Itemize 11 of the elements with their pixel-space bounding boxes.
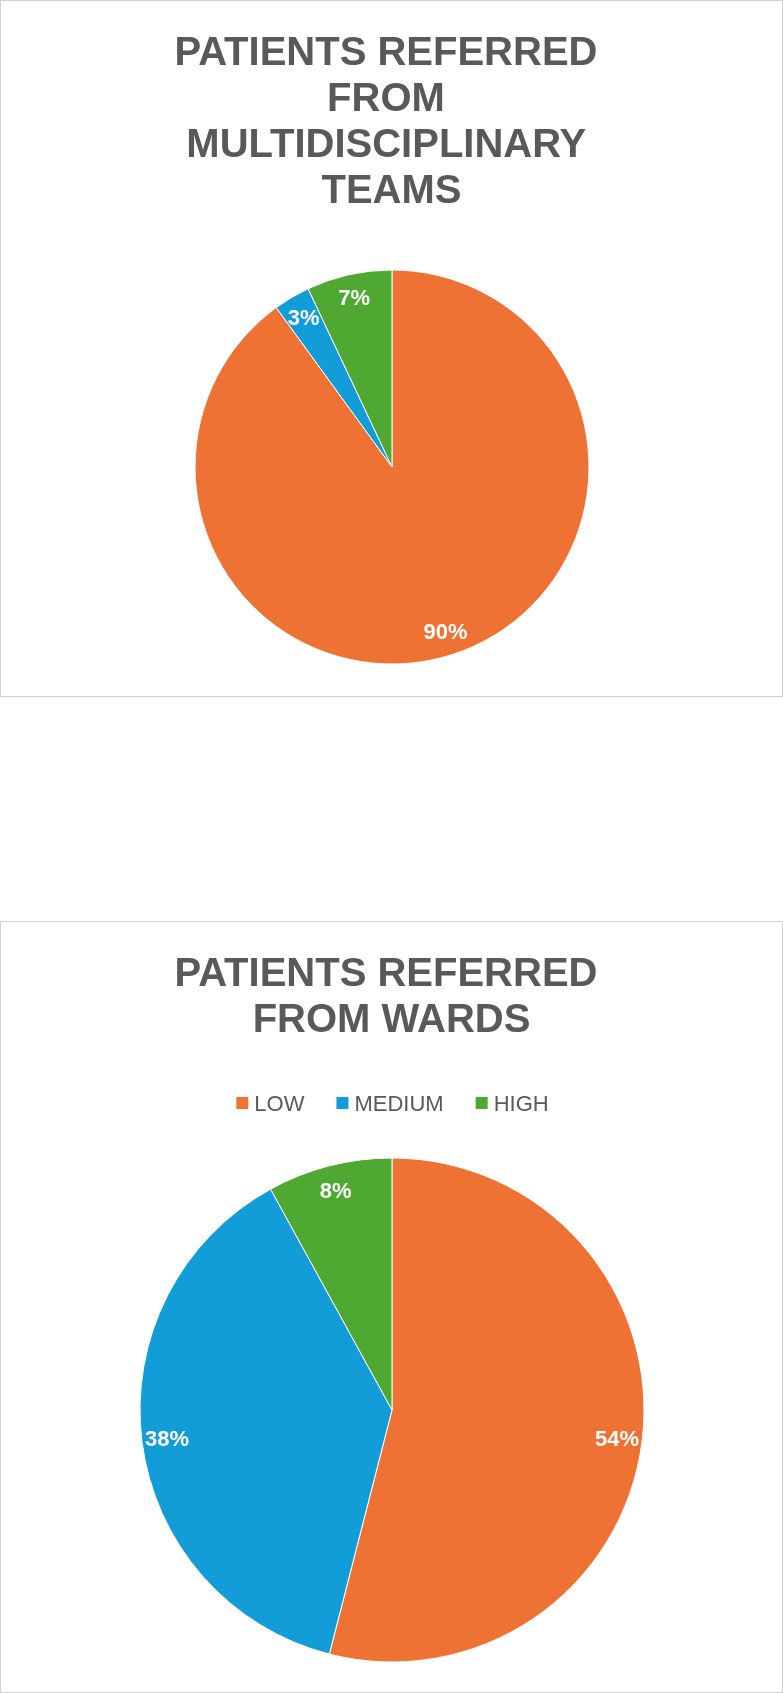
legend-label: HIGH <box>493 1090 549 1116</box>
data-label: 3% <box>287 305 320 331</box>
legend-label: LOW <box>254 1090 305 1116</box>
data-label: 90% <box>423 619 468 645</box>
data-label: 38% <box>144 1425 190 1451</box>
data-label: 7% <box>338 285 371 311</box>
data-label: 54% <box>594 1425 640 1451</box>
legend-label: MEDIUM <box>354 1090 444 1116</box>
data-label: 8% <box>319 1177 352 1203</box>
chart-title: PATIENTS REFERRED FROM MULTIDISCIPLINARY TEAMS <box>174 29 609 211</box>
chart-title: PATIENTS REFERRED FROM WARDS <box>174 950 609 1040</box>
